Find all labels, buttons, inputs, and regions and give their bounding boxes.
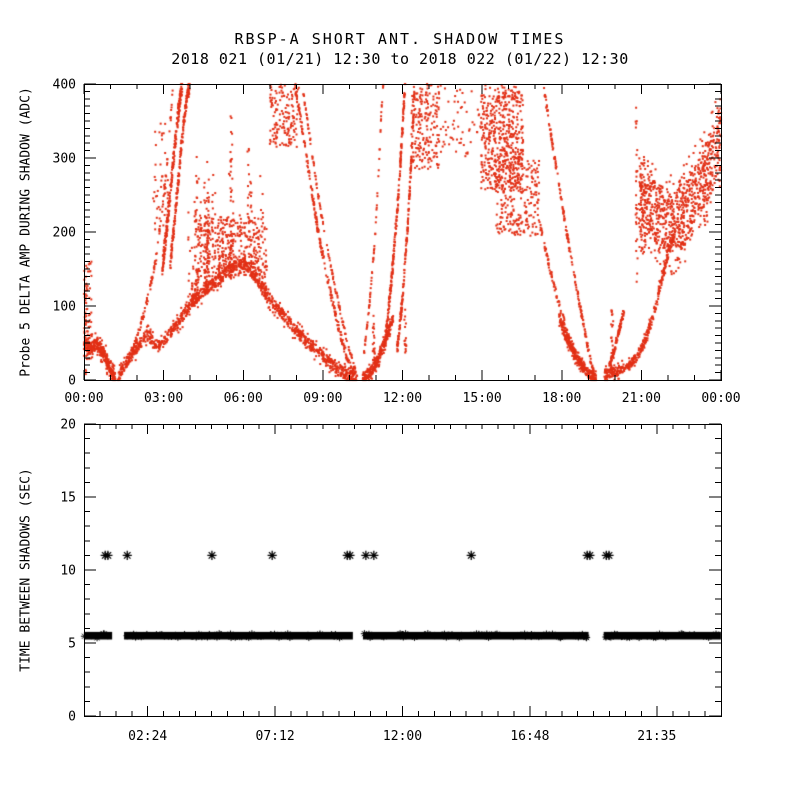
chart-subtitle: 2018 021 (01/21) 12:30 to 2018 022 (01/2… (171, 50, 629, 68)
tick-label: 02:24 (128, 729, 167, 744)
tick-label: 07:12 (256, 729, 295, 744)
bottom-y-axis-label: TIME BETWEEN SHADOWS (SEC) (18, 468, 34, 672)
tick-label: 21:35 (637, 729, 676, 744)
tick-label: 0 (68, 710, 76, 725)
tick-label: 09:00 (303, 391, 342, 406)
tick-label: 100 (53, 300, 76, 315)
tick-label: 400 (53, 78, 76, 93)
tick-label: 03:00 (144, 391, 183, 406)
top-y-axis-label: Probe 5 DELTA AMP DURING SHADOW (ADC) (18, 87, 34, 377)
tick-label: 0 (68, 374, 76, 389)
tick-label: 15:00 (463, 391, 502, 406)
tick-label: 21:00 (622, 391, 661, 406)
tick-label: 16:48 (510, 729, 549, 744)
tick-label: 12:00 (383, 729, 422, 744)
tick-label: 300 (53, 152, 76, 167)
tick-label: 18:00 (542, 391, 581, 406)
tick-label: 15 (60, 491, 76, 506)
tick-label: 5 (68, 637, 76, 652)
tick-label: 00:00 (701, 391, 740, 406)
tick-label: 20 (60, 418, 76, 433)
plot-frame-top-panel (84, 84, 722, 381)
tick-label: 06:00 (224, 391, 263, 406)
tick-label: 200 (53, 226, 76, 241)
tick-label: 12:00 (383, 391, 422, 406)
plot-frame-bottom-panel (84, 424, 722, 717)
chart-title: RBSP-A SHORT ANT. SHADOW TIMES (234, 30, 566, 48)
tick-label: 10 (60, 564, 76, 579)
tick-label: 00:00 (64, 391, 103, 406)
